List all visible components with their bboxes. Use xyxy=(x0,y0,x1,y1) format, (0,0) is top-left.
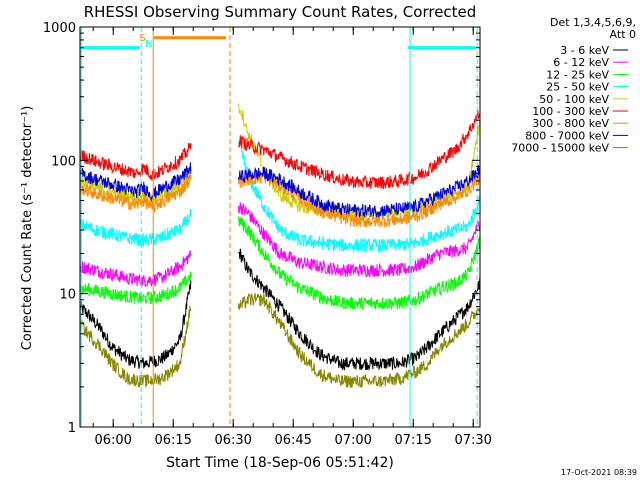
y-axis-label: Corrected Count Rate (s⁻¹ detector⁻¹) xyxy=(20,106,35,351)
x-axis-label: Start Time (18-Sep-06 05:51:42) xyxy=(166,455,394,471)
y-tick-label: 10 xyxy=(59,288,76,303)
marker-letter-label: S xyxy=(139,33,145,44)
plot-frame xyxy=(79,26,481,428)
legend-entry-label: 7000 - 15000 keV xyxy=(511,142,609,155)
y-tick-label: 1000 xyxy=(43,21,76,36)
chart-title: RHESSI Observing Summary Count Rates, Co… xyxy=(84,3,477,21)
series-line xyxy=(79,162,481,218)
y-axis: 1 10 100 1000 xyxy=(43,21,480,436)
x-tick-label: 06:45 xyxy=(274,433,311,448)
legend-header-line-1: Det 1,3,4,5,6,9, xyxy=(550,16,636,29)
series-line xyxy=(79,171,481,228)
interval-markers: SN xyxy=(80,27,478,427)
x-tick-label: 07:15 xyxy=(394,433,431,448)
y-tick-label: 100 xyxy=(51,154,76,169)
legend-entry-label: 300 - 800 keV xyxy=(532,117,609,130)
x-tick-label: 06:30 xyxy=(214,433,251,448)
legend-entry-label: 25 - 50 keV xyxy=(546,81,609,94)
plot-area xyxy=(79,103,481,389)
series-line xyxy=(79,292,481,389)
footer-timestamp: 17-Oct-2021 08:39 xyxy=(561,468,637,477)
legend-entry-label: 12 - 25 keV xyxy=(546,68,609,81)
legend-entry-label: 6 - 12 keV xyxy=(553,56,609,69)
y-tick-label: 1 xyxy=(68,421,76,436)
series-line xyxy=(79,110,481,190)
legend-entry-label: 50 - 100 keV xyxy=(539,93,609,106)
legend-entry-label: 100 - 300 keV xyxy=(532,105,609,118)
x-tick-label: 06:00 xyxy=(94,433,131,448)
legend-entry-label: 800 - 7000 keV xyxy=(525,129,609,142)
x-tick-label: 06:15 xyxy=(154,433,191,448)
series-line xyxy=(79,216,481,311)
legend-header-line-2: Att 0 xyxy=(610,28,636,41)
series-line xyxy=(79,138,481,253)
legend-entry-label: 3 - 6 keV xyxy=(560,44,609,57)
x-axis: 06:00 06:15 06:30 06:45 07:00 07:15 07:30 xyxy=(92,27,492,448)
x-tick-label: 07:30 xyxy=(454,433,491,448)
series-line xyxy=(79,248,481,371)
series-line xyxy=(79,202,481,288)
x-tick-label: 07:00 xyxy=(334,433,371,448)
marker-letter-label: N xyxy=(145,39,152,50)
